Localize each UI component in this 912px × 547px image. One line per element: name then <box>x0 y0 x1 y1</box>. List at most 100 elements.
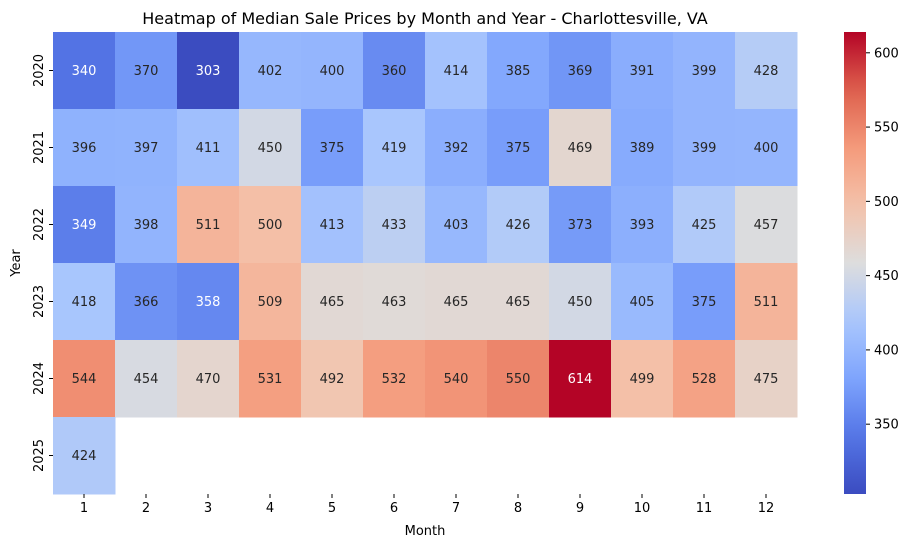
cell-value-label: 411 <box>196 141 221 156</box>
x-tick-label: 11 <box>696 501 713 516</box>
cell-value-label: 375 <box>692 295 717 310</box>
cell-value-label: 614 <box>568 372 593 387</box>
cell-value-label: 369 <box>568 64 593 79</box>
cell-value-label: 398 <box>134 218 159 233</box>
cell-value-label: 418 <box>72 295 97 310</box>
heatmap-cell <box>301 109 364 187</box>
heatmap-cell <box>301 340 364 418</box>
y-tick-label: 2025 <box>32 439 47 472</box>
heatmap-cell <box>487 32 550 110</box>
cell-value-label: 470 <box>196 372 221 387</box>
x-tick-label: 10 <box>634 501 651 516</box>
y-axis: 2020 2021 2022 2023 2024 2025 <box>32 54 53 472</box>
heatmap-cell <box>239 109 302 187</box>
cell-value-label: 392 <box>444 141 469 156</box>
cell-value-label: 413 <box>320 218 345 233</box>
cell-value-label: 419 <box>382 141 407 156</box>
heatmap-cell <box>611 186 674 264</box>
heatmap-cell <box>363 340 426 418</box>
cell-value-label: 366 <box>134 295 159 310</box>
heatmap-cell <box>735 109 798 187</box>
x-tick-label: 4 <box>266 501 274 516</box>
heatmap-cell <box>611 109 674 187</box>
heatmap-cell <box>53 417 116 495</box>
cell-value-label: 389 <box>630 141 655 156</box>
heatmap-cell <box>487 263 550 341</box>
heatmap-cell <box>549 32 612 110</box>
x-tick-label: 1 <box>80 501 88 516</box>
cell-value-label: 433 <box>382 218 407 233</box>
heatmap-cell <box>425 109 488 187</box>
cell-value-label: 511 <box>754 295 779 310</box>
colorbar-tick-label: 400 <box>874 343 899 358</box>
heatmap-cell <box>53 186 116 264</box>
cell-value-label: 457 <box>754 218 779 233</box>
heatmap-cell <box>177 186 240 264</box>
heatmap-cell <box>425 263 488 341</box>
heatmap-cell <box>239 32 302 110</box>
heatmap-cell <box>549 340 612 418</box>
cell-value-label: 373 <box>568 218 593 233</box>
colorbar: 350 400 450 500 550 600 <box>844 32 899 494</box>
cell-value-label: 426 <box>506 218 531 233</box>
heatmap-cell <box>115 340 178 418</box>
cell-value-label: 475 <box>754 372 779 387</box>
heatmap-cell <box>425 186 488 264</box>
x-tick-label: 9 <box>576 501 584 516</box>
heatmap-cell <box>177 109 240 187</box>
cell-value-label: 375 <box>320 141 345 156</box>
heatmap-cell <box>53 263 116 341</box>
heatmap-cells: 340 370 303 402 400 360 414 385 369 391 399 428 396 3… <box>53 32 798 495</box>
x-tick-label: 2 <box>142 501 150 516</box>
heatmap-cell <box>301 32 364 110</box>
cell-value-label: 465 <box>444 295 469 310</box>
cell-value-label: 385 <box>506 64 531 79</box>
cell-value-label: 465 <box>320 295 345 310</box>
cell-value-label: 463 <box>382 295 407 310</box>
y-tick-label: 2020 <box>32 54 47 87</box>
cell-value-label: 405 <box>630 295 655 310</box>
cell-value-label: 393 <box>630 218 655 233</box>
cell-value-label: 399 <box>692 141 717 156</box>
cell-value-label: 528 <box>692 372 717 387</box>
heatmap-cell <box>673 186 736 264</box>
cell-value-label: 500 <box>258 218 283 233</box>
cell-value-label: 400 <box>320 64 345 79</box>
cell-value-label: 424 <box>72 449 97 464</box>
heatmap-cell <box>115 186 178 264</box>
heatmap-cell <box>487 186 550 264</box>
y-axis-label: Year <box>9 249 24 278</box>
cell-value-label: 340 <box>72 64 97 79</box>
cell-value-label: 391 <box>630 64 655 79</box>
x-axis-label: Month <box>405 524 446 539</box>
heatmap-cell <box>363 109 426 187</box>
heatmap-cell <box>735 340 798 418</box>
cell-value-label: 396 <box>72 141 97 156</box>
heatmap-cell <box>611 263 674 341</box>
x-tick-label: 3 <box>204 501 212 516</box>
cell-value-label: 400 <box>754 141 779 156</box>
cell-value-label: 531 <box>258 372 283 387</box>
cell-value-label: 499 <box>630 372 655 387</box>
cell-value-label: 399 <box>692 64 717 79</box>
cell-value-label: 397 <box>134 141 159 156</box>
cell-value-label: 550 <box>506 372 531 387</box>
heatmap-cell <box>487 109 550 187</box>
cell-value-label: 465 <box>506 295 531 310</box>
heatmap-cell <box>363 263 426 341</box>
heatmap-cell <box>673 32 736 110</box>
chart-title: Heatmap of Median Sale Prices by Month a… <box>142 9 708 28</box>
heatmap-cell <box>735 32 798 110</box>
cell-value-label: 511 <box>196 218 221 233</box>
heatmap-cell <box>549 263 612 341</box>
x-tick-label: 5 <box>328 501 336 516</box>
cell-value-label: 375 <box>506 141 531 156</box>
heatmap-cell <box>53 109 116 187</box>
cell-value-label: 425 <box>692 218 717 233</box>
heatmap-cell <box>425 32 488 110</box>
colorbar-tick-label: 500 <box>874 195 899 210</box>
heatmap-cell <box>239 340 302 418</box>
heatmap-cell <box>115 109 178 187</box>
